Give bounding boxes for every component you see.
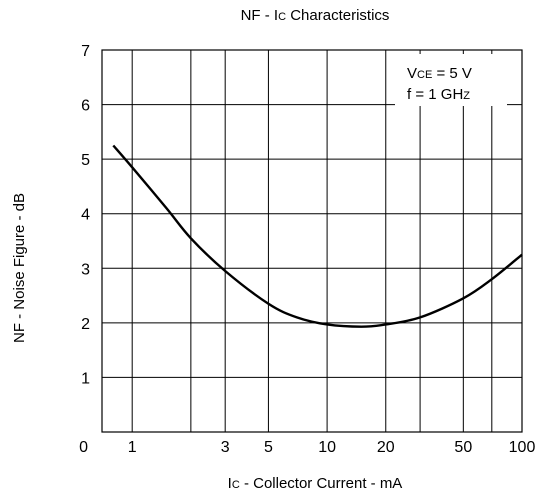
x-tick-label: 1 <box>128 439 137 456</box>
x-tick-label: 20 <box>377 439 395 456</box>
plot-frame-layer <box>101 49 523 433</box>
y-tick-label: 1 <box>81 370 90 387</box>
annotation-frequency: f = 1 GHZ <box>407 86 470 103</box>
y-tick-label: 2 <box>81 316 90 333</box>
x-tick-labels: 1 3 5 10 20 50 100 <box>128 439 536 456</box>
annotation-box: VCE = 5 V f = 1 GHZ <box>395 54 507 106</box>
x-tick-label: 3 <box>221 439 230 456</box>
y-tick-label: 0 <box>79 439 88 456</box>
y-tick-labels: 0 1 2 3 4 5 6 7 <box>79 43 90 456</box>
x-tick-label: 5 <box>264 439 273 456</box>
plot-frame <box>101 49 523 433</box>
chart-title: NF - IC Characteristics <box>241 7 390 24</box>
series-layer <box>112 144 523 328</box>
y-tick-label: 6 <box>81 98 90 115</box>
y-tick-label: 4 <box>81 207 90 224</box>
y-tick-label: 7 <box>81 43 90 60</box>
annotation-background <box>395 54 507 106</box>
x-tick-label: 10 <box>318 439 336 456</box>
y-tick-label: 5 <box>81 152 90 169</box>
annotation-vce: VCE = 5 V <box>407 65 472 82</box>
x-tick-label: 100 <box>509 439 536 456</box>
y-tick-label: 3 <box>81 261 90 278</box>
y-axis-label: NF - Noise Figure - dB <box>11 193 28 343</box>
x-axis-label: IC - Collector Current - mA <box>228 475 403 492</box>
x-tick-label: 50 <box>454 439 472 456</box>
nf-curve <box>112 144 523 328</box>
grid <box>102 50 522 432</box>
